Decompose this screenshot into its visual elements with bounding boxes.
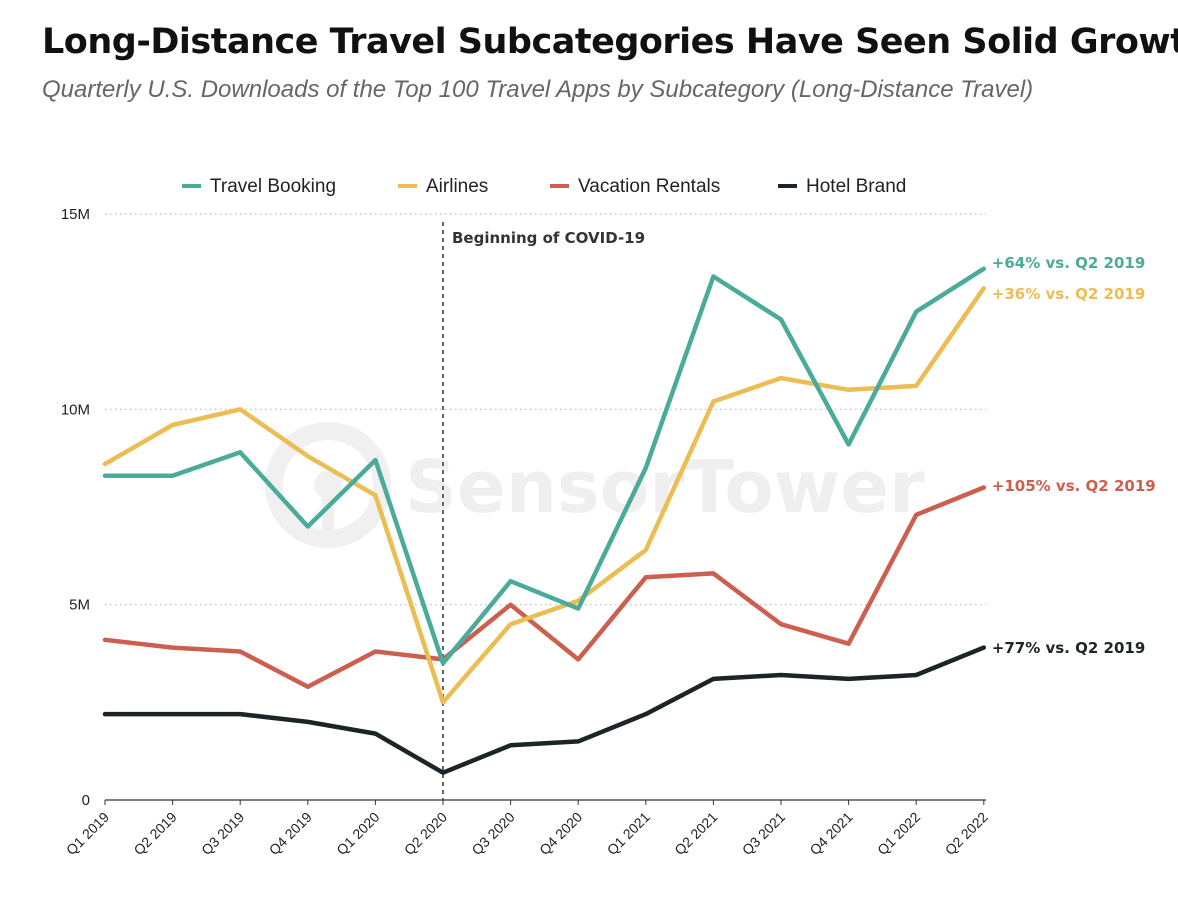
y-tick-label: 10M: [61, 401, 90, 418]
y-tick-label: 0: [82, 792, 90, 809]
y-tick-label: 15M: [61, 206, 90, 223]
sensortower-logo-icon: [265, 422, 391, 548]
end-label-hotel-brand: +77% vs. Q2 2019: [992, 639, 1145, 657]
x-tick-label: Q2 2019: [130, 809, 179, 858]
x-tick-label: Q3 2021: [739, 809, 788, 858]
x-tick-label: Q3 2019: [198, 809, 247, 858]
legend-entry-travel-booking: Travel Booking: [210, 176, 336, 197]
x-tick-label: Q2 2022: [942, 809, 991, 858]
chart-title: Long-Distance Travel Subcategories Have …: [42, 22, 1178, 62]
legend-entry-hotel-brand: Hotel Brand: [806, 176, 906, 197]
x-tick-label: Q4 2021: [806, 809, 855, 858]
x-tick-label: Q1 2019: [63, 809, 112, 858]
x-tick-label: Q1 2022: [874, 809, 923, 858]
chart-subtitle: Quarterly U.S. Downloads of the Top 100 …: [42, 76, 1034, 103]
end-label-vacation-rentals: +105% vs. Q2 2019: [992, 477, 1156, 495]
x-tick-label: Q3 2020: [468, 809, 517, 858]
y-tick-label: 5M: [69, 597, 90, 614]
end-label-travel-booking: +64% vs. Q2 2019: [992, 254, 1145, 272]
series-line-vacation-rentals: [102, 485, 987, 689]
x-tick-label: Q2 2020: [401, 809, 450, 858]
series-line-airlines: [102, 285, 987, 705]
watermark: SensorTower: [265, 422, 925, 548]
series-line-travel-booking: [102, 266, 987, 666]
legend-entry-vacation-rentals: Vacation Rentals: [578, 176, 720, 197]
watermark-text: SensorTower: [405, 445, 925, 529]
x-tick-label: Q4 2019: [266, 809, 315, 858]
x-tick-label: Q2 2021: [671, 809, 720, 858]
x-tick-label: Q1 2020: [333, 809, 382, 858]
legend-entry-airlines: Airlines: [426, 176, 488, 197]
end-label-airlines: +36% vs. Q2 2019: [992, 285, 1145, 303]
x-tick-label: Q1 2021: [604, 809, 653, 858]
covid-annotation: Beginning of COVID-19: [452, 229, 645, 247]
x-tick-label: Q4 2020: [536, 809, 585, 858]
series-line-hotel-brand: [102, 645, 987, 775]
